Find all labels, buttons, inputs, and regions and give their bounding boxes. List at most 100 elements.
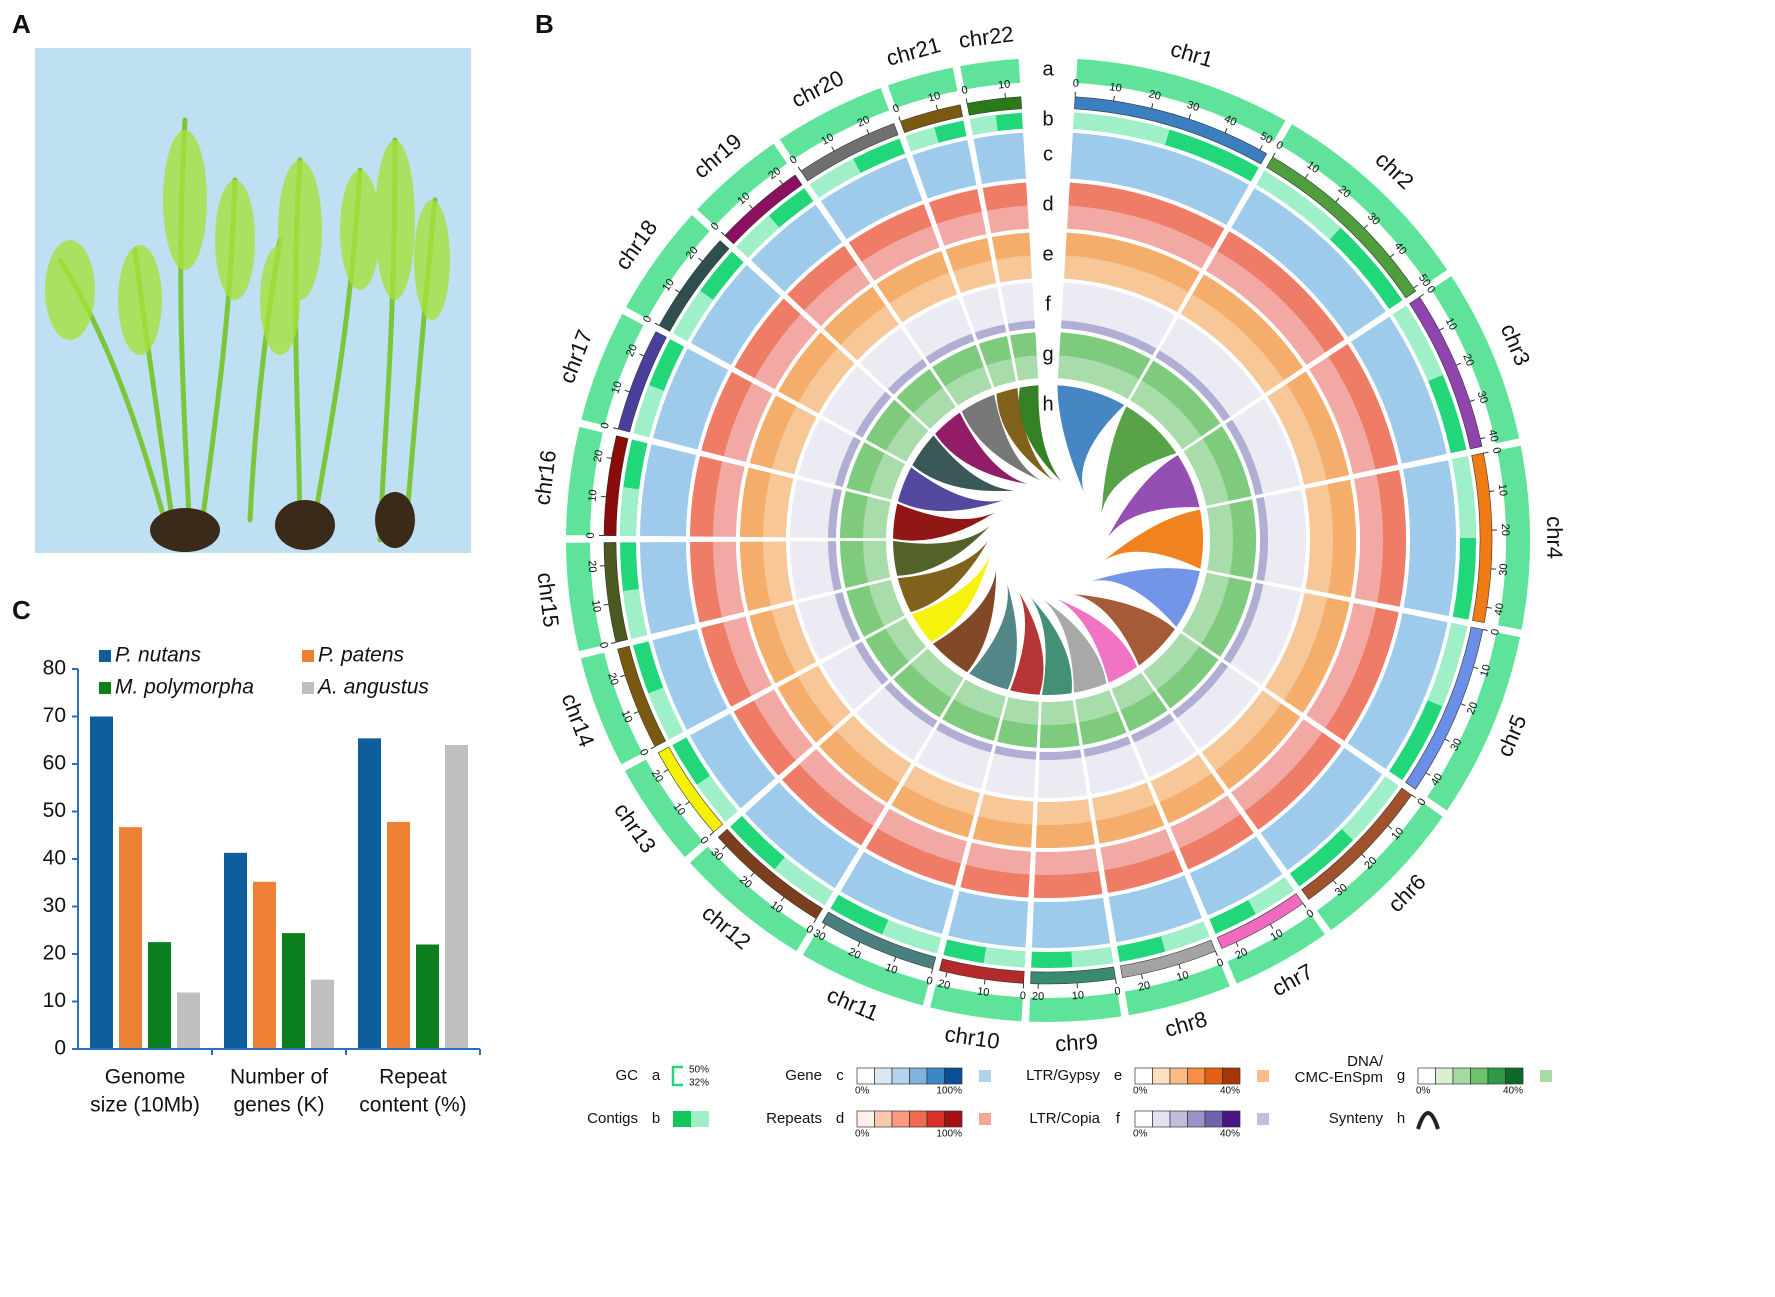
legend-swatch [1135, 1111, 1153, 1127]
ideogram [967, 97, 1022, 115]
legend-label: GC [616, 1067, 639, 1084]
track-letter: e [1042, 243, 1053, 265]
legend-letter: a [652, 1067, 661, 1084]
chromosome-label: chr4 [1542, 516, 1567, 559]
track-band [1229, 499, 1256, 578]
tick [1390, 254, 1394, 257]
legend-letter: h [1397, 1110, 1405, 1127]
tick-label: 0 [1114, 985, 1122, 998]
tick [814, 919, 817, 923]
tick [675, 290, 679, 293]
chromosome-label: chr8 [1162, 1006, 1210, 1042]
tick [1225, 128, 1227, 133]
tick [1303, 903, 1306, 907]
track-band [888, 68, 958, 109]
legend-swatch [1135, 1068, 1153, 1084]
tick [749, 205, 752, 209]
tick-label: 20 [1499, 524, 1511, 537]
tick [611, 642, 616, 643]
legend-max: 40% [1220, 1129, 1240, 1140]
legend-min: 0% [1133, 1086, 1148, 1097]
tick [699, 258, 703, 261]
tick [639, 354, 644, 356]
legend-label: DNA/ [1347, 1053, 1384, 1070]
tick [1236, 942, 1238, 947]
tick [1480, 438, 1485, 439]
tick-label: 0 [1489, 628, 1502, 636]
legend-swatch [302, 650, 314, 662]
bar [253, 882, 276, 1049]
tick [1439, 328, 1443, 330]
tick [664, 770, 668, 773]
tick [1412, 795, 1416, 798]
legend-label: Synteny [1329, 1110, 1384, 1127]
tick [1270, 924, 1273, 928]
x-tick-label: size (10Mb) [90, 1094, 200, 1117]
legend-swatch [857, 1068, 875, 1084]
legend-swatch [892, 1111, 910, 1127]
y-tick-label: 20 [43, 942, 66, 965]
tick [798, 167, 801, 171]
track-band [1034, 871, 1103, 898]
tick-label: 0 [925, 975, 934, 988]
tick [946, 972, 947, 977]
track-letter: h [1042, 393, 1053, 415]
legend-swatch [1188, 1111, 1206, 1127]
legend-swatch [1488, 1068, 1506, 1084]
tick-label: 30 [1185, 99, 1200, 114]
x-tick-label: Repeat [379, 1066, 447, 1089]
legend-swatch [927, 1111, 945, 1127]
track-band [1036, 822, 1095, 848]
legend-min: 0% [1416, 1086, 1431, 1097]
legend-swatch [875, 1068, 893, 1084]
chromosome-label: chr21 [884, 32, 944, 71]
tick [781, 897, 784, 901]
legend-swatch [1436, 1068, 1454, 1084]
tick-label: 10 [976, 985, 990, 999]
y-tick-label: 60 [43, 752, 66, 775]
legend-icon [673, 1111, 691, 1127]
contig-band [623, 589, 647, 639]
legend-min: 0% [1133, 1129, 1148, 1140]
bar [445, 745, 468, 1049]
track-band [912, 140, 976, 199]
tick-label: 20 [1147, 88, 1162, 103]
x-tick-label: content (%) [359, 1094, 466, 1117]
tick-label: 0 [599, 421, 612, 430]
tick [1179, 964, 1180, 969]
legend-icon [1540, 1070, 1552, 1082]
bar [358, 738, 381, 1049]
tick [1426, 773, 1430, 776]
contig-band [1071, 947, 1113, 967]
tick-label: 20 [592, 449, 606, 463]
bar [119, 827, 142, 1049]
legend-swatch [1506, 1068, 1524, 1084]
legend-label: P. nutans [115, 644, 202, 667]
legend-label: A. angustus [316, 676, 429, 699]
legend-icon [1257, 1113, 1269, 1125]
tick [604, 604, 609, 605]
tick [966, 99, 967, 104]
legend-icon [1257, 1070, 1269, 1082]
tick [751, 873, 754, 877]
tick-label: 40 [1493, 602, 1507, 616]
legend-label: Gene [785, 1067, 822, 1084]
track-band [640, 542, 696, 634]
legend-icon [673, 1067, 683, 1085]
chromosome-label: chr10 [943, 1021, 1001, 1054]
tick-label: 10 [1109, 81, 1123, 95]
legend-label: LTR/Gypsy [1026, 1067, 1100, 1084]
tick-label: 10 [589, 599, 603, 613]
track-band [1497, 446, 1530, 630]
tick [832, 147, 834, 151]
tick [894, 957, 896, 962]
tick [723, 846, 727, 849]
track-band [1040, 723, 1080, 748]
tick [710, 832, 714, 835]
tick [858, 942, 860, 947]
x-tick-label: genes (K) [233, 1094, 324, 1117]
tick [1483, 629, 1488, 630]
track-band [992, 233, 1031, 260]
track-letter: g [1042, 343, 1053, 365]
tick-label: 0 [1072, 78, 1079, 90]
